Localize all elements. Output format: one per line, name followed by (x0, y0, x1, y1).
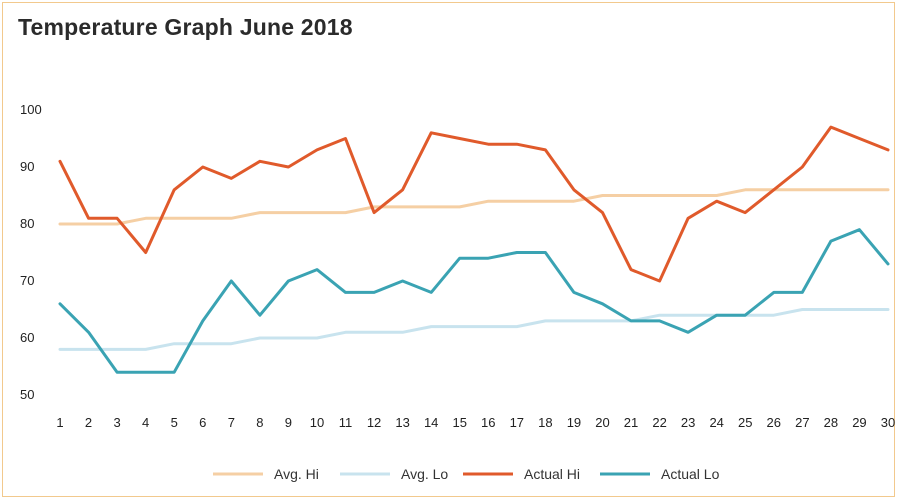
legend-item-actual-hi: Actual Hi (463, 466, 580, 482)
x-tick-label: 17 (510, 415, 524, 430)
x-axis-ticks: 1 2 3 4 5 6 7 8 9 10 11 12 13 14 15 16 17 18 19 20 21 22 23 24 2… (56, 415, 895, 430)
y-tick-label: 90 (20, 159, 34, 174)
series-line-actual-hi (58, 125, 890, 283)
chart-frame (2, 2, 895, 497)
x-tick-label: 19 (567, 415, 581, 430)
x-tick-label: 14 (424, 415, 438, 430)
x-tick-label: 30 (881, 415, 895, 430)
x-tick-label: 3 (113, 415, 120, 430)
legend-label: Actual Hi (524, 466, 580, 482)
legend-label: Avg. Hi (274, 466, 319, 482)
x-tick-label: 18 (538, 415, 552, 430)
y-axis-ticks: 50 60 70 80 90 100 (20, 102, 42, 402)
x-tick-label: 12 (367, 415, 381, 430)
x-tick-label: 27 (795, 415, 809, 430)
x-tick-label: 6 (199, 415, 206, 430)
x-tick-label: 7 (228, 415, 235, 430)
y-tick-label: 60 (20, 330, 34, 345)
series-line-avg-hi (58, 188, 890, 226)
x-tick-label: 20 (595, 415, 609, 430)
x-tick-label: 15 (452, 415, 466, 430)
series-line-actual-lo (58, 228, 890, 374)
x-tick-label: 24 (709, 415, 723, 430)
x-tick-label: 28 (824, 415, 838, 430)
x-tick-label: 26 (767, 415, 781, 430)
x-tick-label: 4 (142, 415, 149, 430)
legend-label: Avg. Lo (401, 466, 448, 482)
x-tick-label: 2 (85, 415, 92, 430)
legend-label: Actual Lo (661, 466, 720, 482)
series-lines (58, 125, 890, 374)
x-tick-label: 5 (171, 415, 178, 430)
y-tick-label: 80 (20, 216, 34, 231)
y-tick-label: 70 (20, 273, 34, 288)
series-line-avg-lo (58, 308, 890, 351)
x-tick-label: 11 (339, 415, 353, 430)
x-tick-label: 21 (624, 415, 638, 430)
legend: Avg. Hi Avg. Lo Actual Hi Actual Lo (213, 466, 720, 482)
x-tick-label: 13 (395, 415, 409, 430)
x-tick-label: 22 (652, 415, 666, 430)
legend-item-actual-lo: Actual Lo (600, 466, 720, 482)
x-tick-label: 1 (56, 415, 63, 430)
x-tick-label: 25 (738, 415, 752, 430)
legend-item-avg-lo: Avg. Lo (340, 466, 448, 482)
x-tick-label: 29 (852, 415, 866, 430)
legend-item-avg-hi: Avg. Hi (213, 466, 319, 482)
chart-title: Temperature Graph June 2018 (18, 14, 353, 40)
x-tick-label: 9 (285, 415, 292, 430)
y-tick-label: 50 (20, 387, 34, 402)
x-tick-label: 23 (681, 415, 695, 430)
y-tick-label: 100 (20, 102, 42, 117)
x-tick-label: 10 (310, 415, 324, 430)
x-tick-label: 8 (256, 415, 263, 430)
x-tick-label: 16 (481, 415, 495, 430)
